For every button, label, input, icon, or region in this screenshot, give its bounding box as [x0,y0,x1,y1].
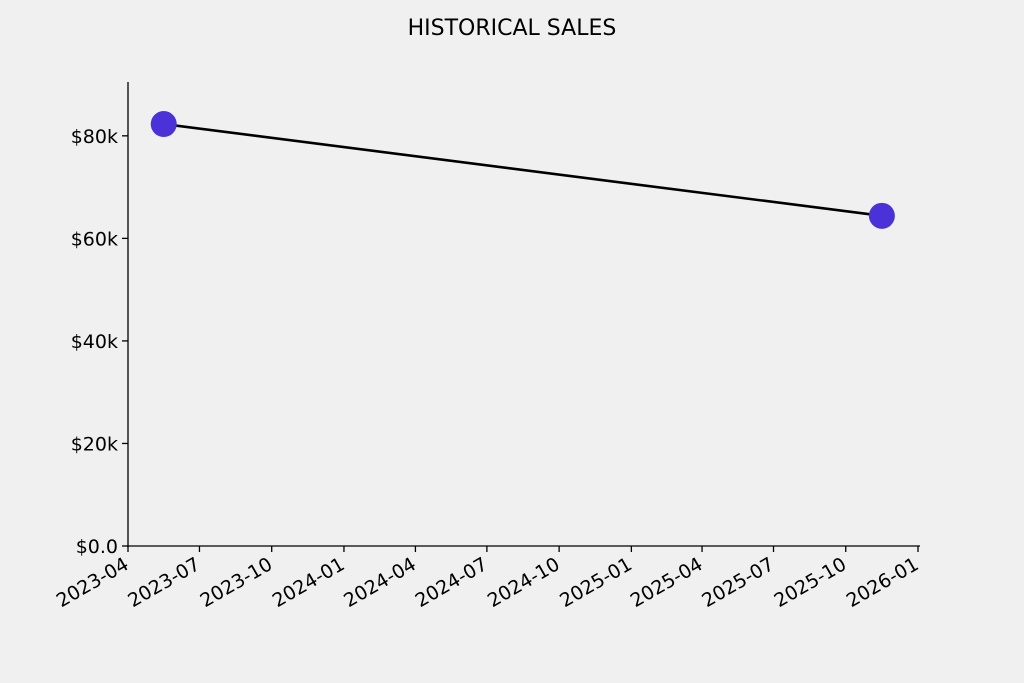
chart-title: HISTORICAL SALES [408,16,617,41]
y-tick-label: $60k [71,228,118,250]
y-tick-label: $0.0 [76,536,118,558]
y-tick-label: $80k [71,126,118,148]
y-tick-label: $20k [71,433,118,455]
series-line [163,122,883,218]
data-point [150,111,177,138]
y-tick-label: $40k [71,331,118,353]
data-point [868,202,895,229]
